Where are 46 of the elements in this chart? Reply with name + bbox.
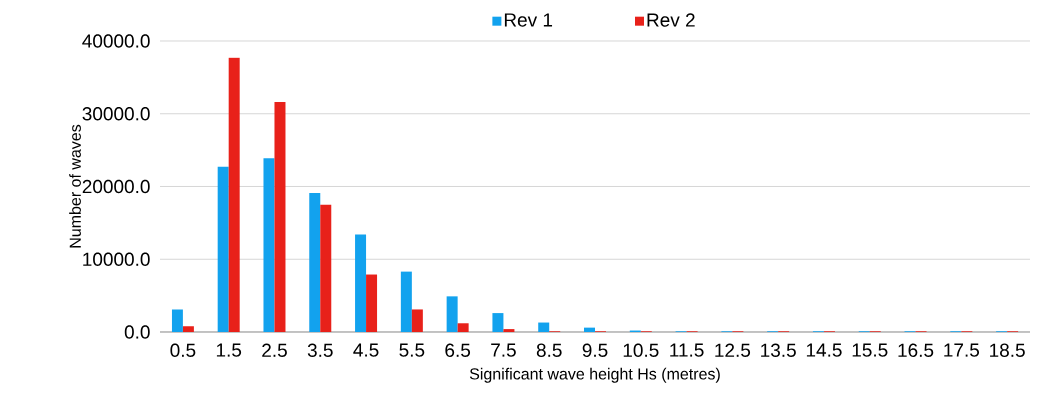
y-tick-label: 10000.0 — [83, 252, 150, 266]
bar — [457, 323, 469, 332]
bar — [263, 158, 275, 332]
x-tick-label: 8.5 — [536, 343, 562, 357]
bar — [538, 322, 550, 332]
bar — [400, 271, 412, 332]
bar — [217, 166, 229, 332]
bar — [228, 57, 240, 332]
x-tick-label: 17.5 — [944, 343, 980, 357]
y-tick-label: 30000.0 — [82, 107, 150, 121]
x-axis-title: Significant wave height Hs (metres) — [469, 367, 720, 383]
bar — [503, 329, 515, 332]
y-tick-label: 40000.0 — [82, 34, 150, 48]
legend-label: Rev 2 — [647, 13, 695, 27]
x-tick-label: 4.5 — [353, 343, 379, 357]
x-tick-label: 1.5 — [216, 343, 242, 357]
bar — [411, 309, 423, 332]
x-tick-label: 5.5 — [399, 343, 425, 357]
bar — [182, 326, 194, 332]
y-axis-title: Number of waves — [69, 124, 81, 248]
bar — [309, 193, 321, 332]
x-tick-label: 12.5 — [715, 343, 751, 357]
bar — [492, 313, 504, 332]
legend-label: Rev 1 — [504, 13, 553, 27]
x-tick-label: 7.5 — [491, 343, 516, 357]
x-tick-label: 11.5 — [670, 343, 704, 357]
bar — [584, 327, 596, 332]
bar — [366, 274, 378, 332]
x-tick-label: 18.5 — [990, 343, 1025, 357]
x-tick-label: 6.5 — [445, 343, 471, 357]
bar — [446, 296, 458, 332]
y-tick-label: 0.0 — [124, 325, 150, 339]
bar — [320, 204, 332, 332]
x-tick-label: 3.5 — [307, 343, 333, 357]
bar — [171, 309, 183, 332]
x-tick-label: 14.5 — [806, 343, 842, 357]
x-tick-label: 15.5 — [852, 343, 888, 357]
x-tick-label: 13.5 — [761, 343, 796, 357]
bar — [274, 102, 286, 332]
x-tick-label: 10.5 — [623, 343, 659, 357]
y-tick-label: 20000.0 — [82, 179, 150, 194]
x-tick-label: 0.5 — [170, 343, 196, 357]
x-tick-label: 2.5 — [262, 343, 287, 357]
bar — [355, 234, 367, 332]
x-tick-label: 16.5 — [898, 343, 934, 357]
x-tick-label: 9.5 — [582, 343, 608, 357]
